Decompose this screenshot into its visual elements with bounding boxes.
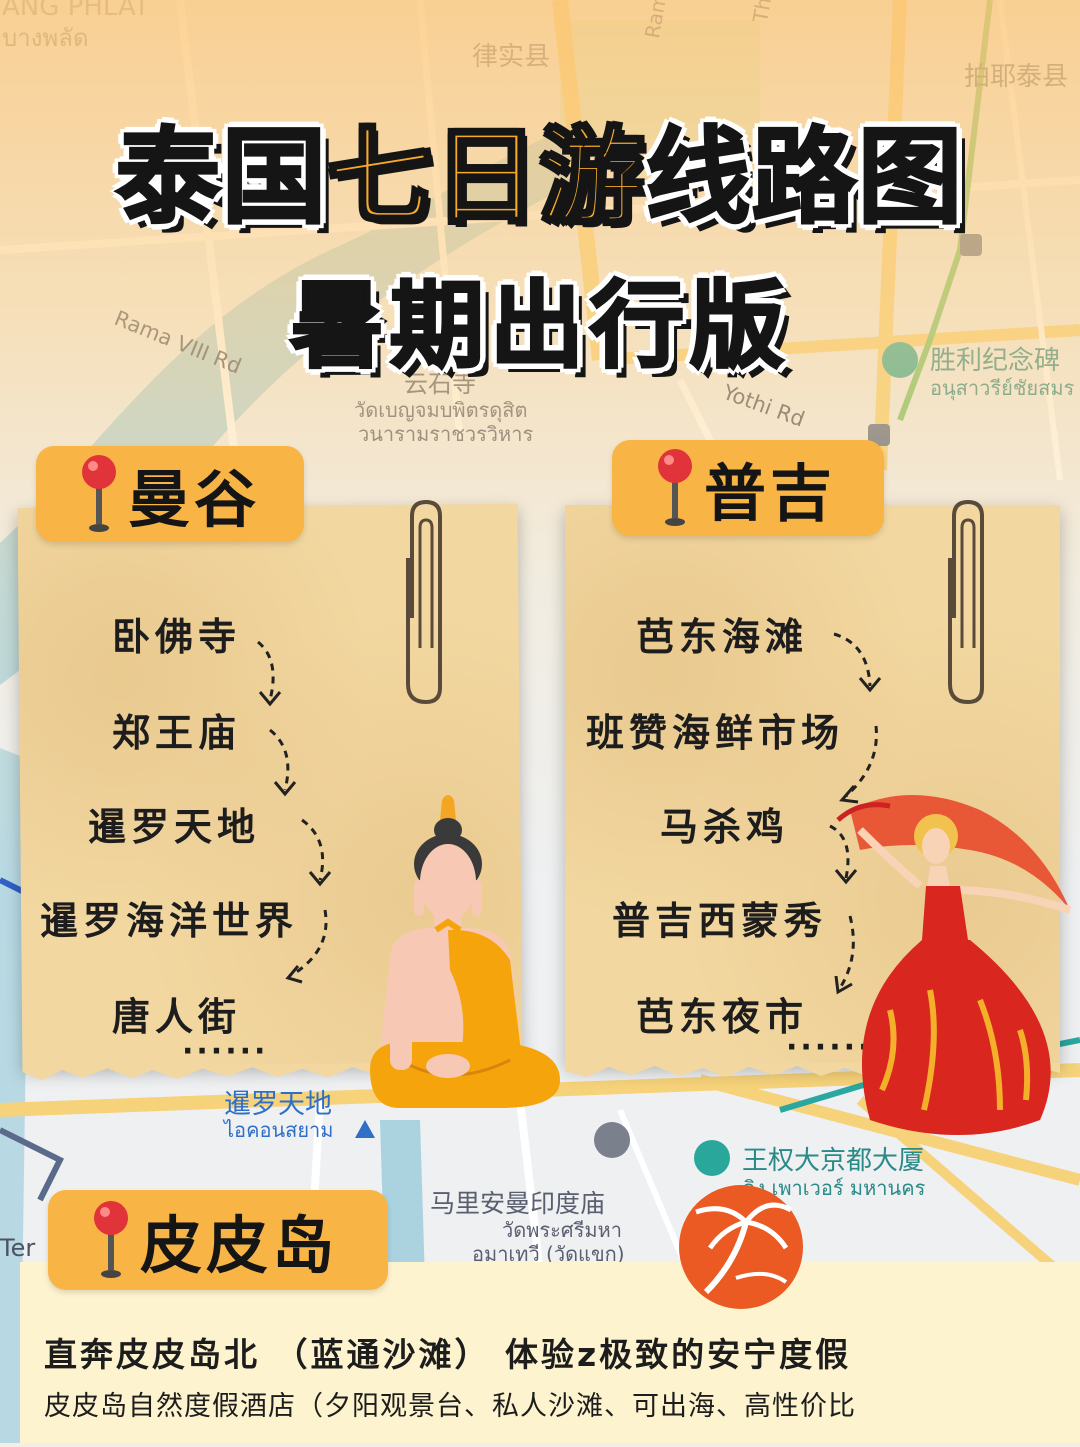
map-pin-icon [94,1201,128,1278]
phiphi-tag: 皮皮岛 [48,1190,388,1290]
bangkok-stop-1: 卧佛寺 [112,615,242,659]
bangkok-stop-5: 唐人街 [112,995,242,1039]
bangkok-tag: 曼谷 [36,446,304,542]
phuket-stop-1: 芭东海滩 [636,615,809,659]
phiphi-info-panel [20,1262,1080,1443]
phiphi-description: 直奔皮皮岛北 （蓝通沙滩） 体验z极致的安宁度假 [44,1335,852,1374]
phuket-route-arrows [829,632,882,995]
phiphi-tag-label: 皮皮岛 [140,1209,339,1282]
bangkok-stop-3: 暹罗天地 [88,805,261,849]
thai-dancer-illustration [836,795,1072,1135]
page-subtitle: 暑期出行版 [0,250,1080,386]
map-pin-icon [82,455,116,532]
map-pin-icon [658,449,692,526]
paperclip-icon [406,499,442,705]
phuket-stop-5: 芭东夜市 [636,995,809,1039]
buddha-illustration [370,795,560,1108]
phiphi-hotel-recommendation: 皮皮岛自然度假酒店（夕阳观景台、私人沙滩、可出海、高性价比 [44,1391,856,1422]
bangkok-more-dots: ······ [182,1034,269,1069]
page-title: 泰国七日游线路图 [0,92,1080,243]
phuket-note-card [565,505,1060,1077]
title-part-seven-day: 七日游 [326,115,646,240]
phuket-stop-4: 普吉西蒙秀 [612,899,828,943]
phuket-stop-3: 马杀鸡 [660,805,790,849]
bangkok-stop-2: 郑王庙 [112,711,242,755]
title-part-thailand: 泰国 [114,115,328,240]
title-part-route-map: 线路图 [644,115,965,240]
phuket-stop-2: 班赞海鲜市场 [586,711,845,755]
paperclip-icon [948,499,984,705]
palm-tree-logo-icon [679,1185,803,1309]
bangkok-tag-label: 曼谷 [128,463,261,536]
bangkok-stop-4: 暹罗海洋世界 [40,899,299,943]
phuket-tag: 普吉 [612,440,884,536]
phuket-tag-label: 普吉 [704,457,837,530]
subtitle-text: 暑期出行版 [288,271,790,383]
phuket-more-dots: ······ [786,1030,873,1065]
bangkok-route-arrows [257,640,332,984]
